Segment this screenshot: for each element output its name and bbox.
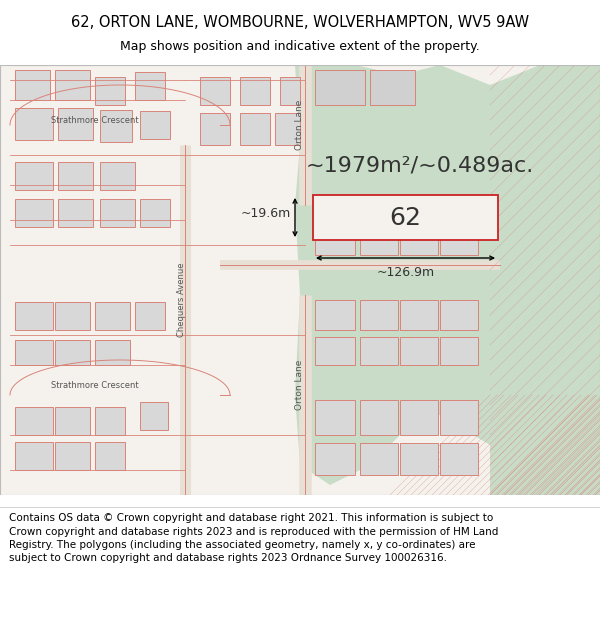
Bar [280, 77, 300, 105]
Bar [360, 443, 398, 475]
Text: 62: 62 [389, 206, 421, 229]
Bar [440, 227, 478, 255]
Bar [95, 340, 130, 365]
Bar [15, 302, 53, 330]
Bar [440, 443, 478, 475]
Bar [55, 340, 90, 365]
Text: Chequers Avenue: Chequers Avenue [176, 262, 185, 338]
Bar [240, 77, 270, 105]
Bar [55, 407, 90, 435]
Bar [15, 407, 53, 435]
Bar [440, 300, 478, 330]
Bar [400, 337, 438, 365]
Bar [135, 302, 165, 330]
Bar [400, 400, 438, 435]
Bar [140, 199, 170, 227]
Bar [95, 442, 125, 470]
Text: Strathmore Crescent: Strathmore Crescent [51, 381, 139, 389]
Bar [315, 337, 355, 365]
Text: Orton Lane: Orton Lane [296, 360, 305, 410]
Bar [15, 162, 53, 190]
Bar [58, 199, 93, 227]
Bar [440, 400, 478, 435]
Bar [15, 108, 53, 140]
Polygon shape [295, 65, 600, 495]
Bar [95, 407, 125, 435]
Bar [240, 113, 270, 145]
Bar [440, 337, 478, 365]
Text: ~19.6m: ~19.6m [241, 207, 291, 220]
Bar [95, 77, 125, 105]
Bar [315, 70, 365, 105]
Bar [360, 337, 398, 365]
Bar [400, 443, 438, 475]
Bar [55, 302, 90, 330]
Text: Orton Lane: Orton Lane [296, 100, 305, 150]
Text: Contains OS data © Crown copyright and database right 2021. This information is : Contains OS data © Crown copyright and d… [9, 513, 499, 563]
Bar [313, 195, 498, 240]
Bar [100, 199, 135, 227]
Bar [58, 108, 93, 140]
Bar [55, 70, 90, 100]
Bar [200, 77, 230, 105]
Bar [15, 442, 53, 470]
Bar [15, 340, 53, 365]
Text: Strathmore Crescent: Strathmore Crescent [51, 116, 139, 124]
Text: Map shows position and indicative extent of the property.: Map shows position and indicative extent… [120, 39, 480, 52]
Bar [100, 110, 132, 142]
Bar [100, 162, 135, 190]
Bar [360, 400, 398, 435]
Bar [315, 443, 355, 475]
Bar [315, 227, 355, 255]
Bar [95, 302, 130, 330]
Bar [275, 113, 300, 145]
Bar [315, 300, 355, 330]
Text: ~126.9m: ~126.9m [376, 266, 434, 279]
Bar [360, 300, 398, 330]
Bar [15, 199, 53, 227]
Bar [400, 300, 438, 330]
Bar [135, 72, 165, 100]
Bar [140, 402, 168, 430]
Text: ~1979m²/~0.489ac.: ~1979m²/~0.489ac. [306, 155, 534, 175]
Bar [370, 70, 415, 105]
Bar [140, 111, 170, 139]
Bar [58, 162, 93, 190]
Bar [400, 227, 438, 255]
Bar [200, 113, 230, 145]
Bar [315, 400, 355, 435]
Bar [15, 70, 50, 100]
Bar [55, 442, 90, 470]
Text: 62, ORTON LANE, WOMBOURNE, WOLVERHAMPTON, WV5 9AW: 62, ORTON LANE, WOMBOURNE, WOLVERHAMPTON… [71, 16, 529, 31]
Bar [360, 227, 398, 255]
